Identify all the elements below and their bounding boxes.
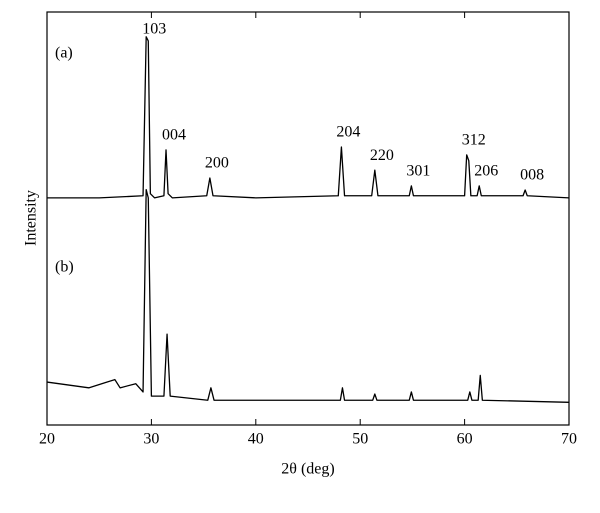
- panel-label: (b): [55, 259, 74, 276]
- peak-label: 200: [205, 155, 229, 172]
- x-axis-label: 2θ (deg): [281, 461, 334, 478]
- x-tick-label: 60: [457, 431, 473, 448]
- y-axis-label: Intensity: [23, 190, 40, 246]
- peak-label: 008: [520, 167, 544, 184]
- x-tick-label: 50: [352, 431, 368, 448]
- peak-label: 220: [370, 147, 394, 164]
- peak-label: 204: [336, 124, 360, 141]
- x-tick-label: 20: [39, 431, 55, 448]
- panel-label: (a): [55, 45, 73, 62]
- peak-label: 206: [474, 163, 498, 180]
- x-tick-label: 30: [143, 431, 159, 448]
- peak-label: 103: [142, 21, 166, 38]
- peak-label: 004: [162, 127, 186, 144]
- x-tick-label: 40: [248, 431, 264, 448]
- data-line: [47, 36, 570, 199]
- peak-label: 301: [406, 163, 430, 180]
- plot-frame: [46, 11, 570, 426]
- x-tick-label: 70: [561, 431, 577, 448]
- data-line: [46, 188, 570, 403]
- peak-label: 312: [462, 132, 486, 149]
